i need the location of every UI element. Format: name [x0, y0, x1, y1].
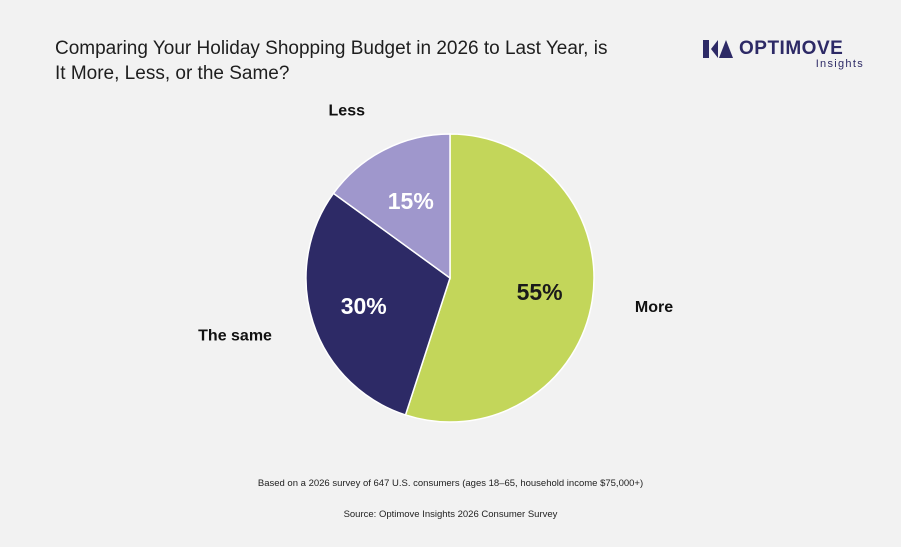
slice-value-less: 15% — [388, 188, 434, 214]
optimove-logo: OPTIMOVE Insights — [703, 38, 873, 72]
pie-slice-less — [332, 133, 451, 280]
slice-value-more: 55% — [517, 279, 563, 305]
chart-title: Comparing Your Holiday Shopping Budget i… — [55, 38, 608, 84]
logo-sub-text: Insights — [815, 58, 864, 70]
pie-slice-the-same — [305, 192, 451, 416]
slice-label-the-same: The same — [198, 327, 272, 344]
logo-brand-text: OPTIMOVE — [739, 38, 844, 59]
source-footnote: Source: Optimove Insights 2026 Consumer … — [343, 509, 558, 520]
slice-value-the-same: 30% — [341, 293, 387, 319]
slice-label-more: More — [635, 299, 673, 316]
optimove-logo-icon — [703, 40, 733, 58]
pie-slice-more — [404, 133, 595, 423]
survey-footnote: Based on a 2026 survey of 647 U.S. consu… — [257, 478, 644, 489]
slice-label-less: Less — [329, 103, 366, 120]
